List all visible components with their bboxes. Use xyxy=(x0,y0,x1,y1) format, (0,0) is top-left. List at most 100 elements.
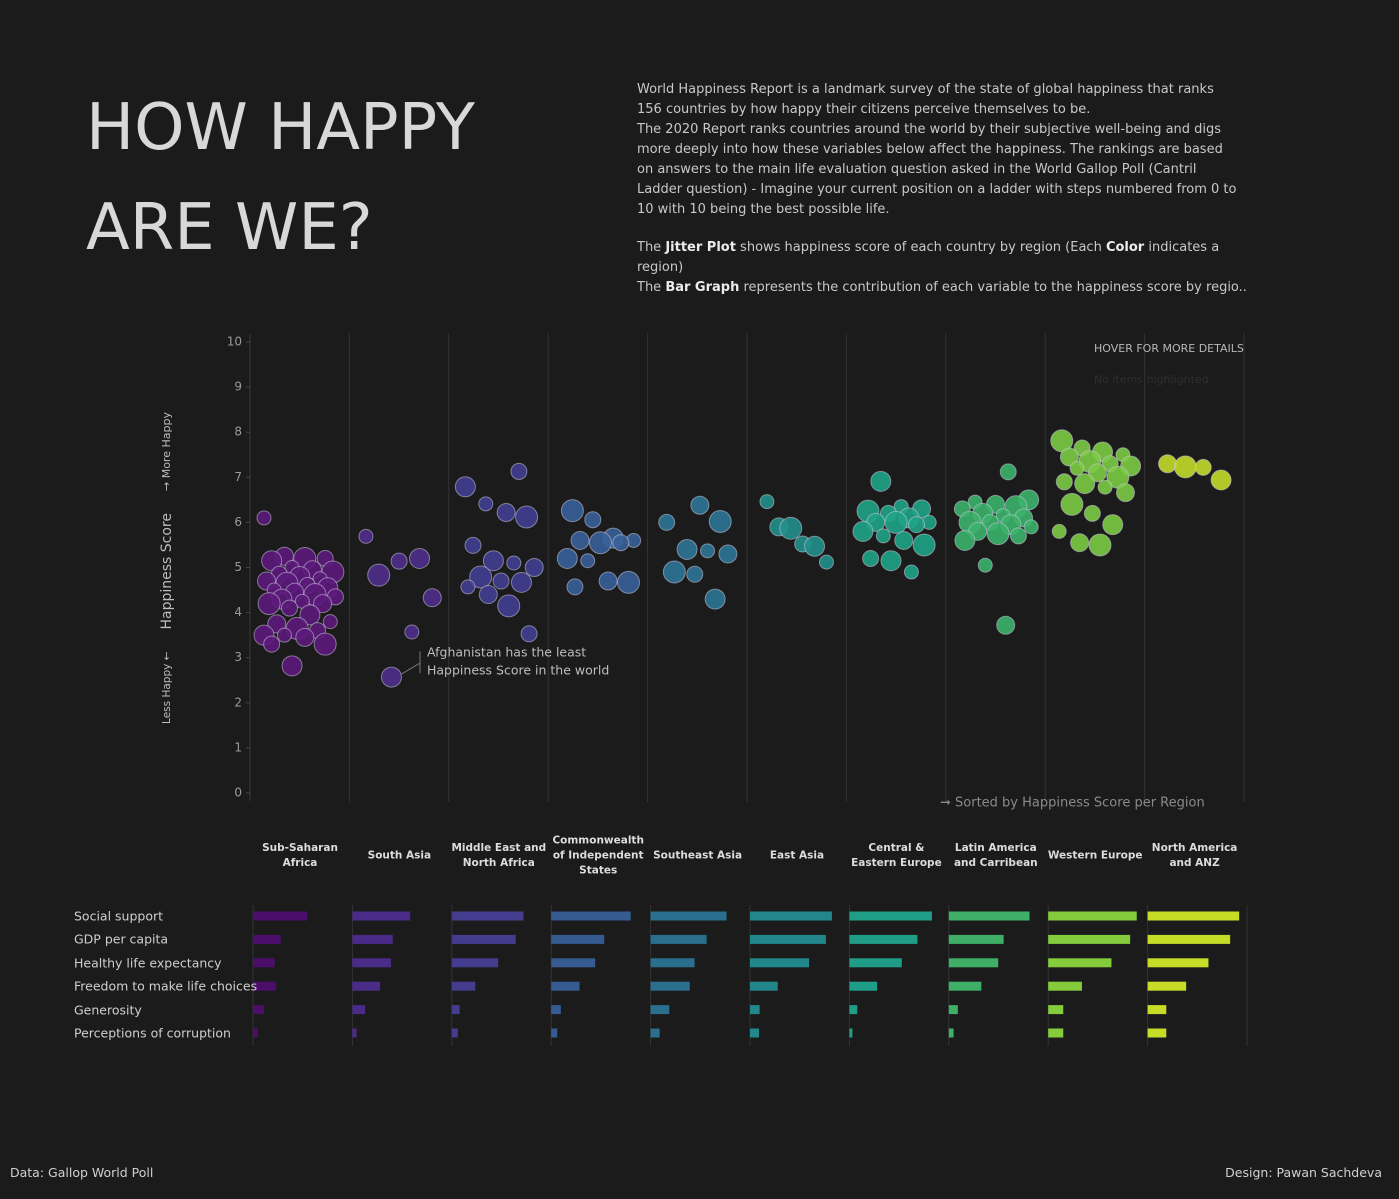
bar xyxy=(1147,958,1209,968)
bar xyxy=(1048,934,1131,944)
bar xyxy=(849,958,902,968)
country-point xyxy=(478,585,498,605)
bar xyxy=(1147,1028,1167,1038)
bar xyxy=(551,1005,561,1015)
region-label: Latin America and Carribean xyxy=(953,842,1038,869)
country-point xyxy=(1055,473,1073,491)
paragraph: The Bar Graph represents the contributio… xyxy=(637,278,1247,298)
paragraph: World Happiness Report is a landmark sur… xyxy=(637,80,1237,120)
bar xyxy=(352,958,391,968)
bar xyxy=(1048,911,1137,921)
region-label: Commonwealth of Independent States xyxy=(552,834,644,877)
points xyxy=(253,429,1232,688)
country-point xyxy=(497,594,521,618)
country-point xyxy=(524,558,544,577)
country-point xyxy=(977,557,993,573)
y-tick-label: 5 xyxy=(234,560,242,574)
paragraph: The 2020 Report ranks countries around t… xyxy=(637,120,1237,220)
country-point xyxy=(390,552,408,570)
y-tick-label: 10 xyxy=(227,335,242,349)
text: The 2020 Report ranks countries around t… xyxy=(637,122,1237,217)
variable-label: GDP per capita xyxy=(74,931,169,947)
text: represents the contribution of each vari… xyxy=(739,280,1247,295)
y-tick-label: 2 xyxy=(234,695,242,709)
country-point xyxy=(313,632,337,656)
country-point xyxy=(566,578,584,596)
country-point xyxy=(281,655,303,677)
country-point xyxy=(875,528,891,544)
country-point xyxy=(1102,514,1124,536)
bar xyxy=(1147,934,1231,944)
country-point xyxy=(870,470,892,492)
y-axis-label-part: Less Happy ← xyxy=(161,651,173,724)
variable-label: Perceptions of corruption xyxy=(74,1025,231,1041)
bar xyxy=(650,1028,660,1038)
country-point xyxy=(496,502,516,522)
country-point xyxy=(276,627,292,643)
country-point xyxy=(469,565,493,589)
bar xyxy=(253,1005,264,1015)
country-point xyxy=(1210,469,1232,491)
text: shows happiness score of each country by… xyxy=(735,240,1106,255)
country-point xyxy=(996,615,1016,635)
bar xyxy=(253,1028,258,1038)
bar xyxy=(750,1005,760,1015)
emphasis: Jitter Plot xyxy=(665,240,736,255)
country-point xyxy=(367,563,391,587)
country-point xyxy=(1060,492,1084,516)
bar xyxy=(849,1028,853,1038)
country-point xyxy=(492,572,510,590)
country-point xyxy=(422,588,442,608)
bar xyxy=(750,911,832,921)
annotation-line xyxy=(401,662,421,675)
bar xyxy=(551,934,605,944)
country-point xyxy=(818,554,834,570)
emphasis: Color xyxy=(1105,240,1145,255)
bar xyxy=(253,981,276,991)
variable-label: Healthy life expectancy xyxy=(74,955,222,971)
bar xyxy=(551,958,596,968)
bar xyxy=(948,1028,954,1038)
bar xyxy=(750,981,778,991)
country-point xyxy=(862,549,880,567)
bar xyxy=(253,911,308,921)
bar xyxy=(650,958,695,968)
text: World Happiness Report is a landmark sur… xyxy=(637,82,1214,117)
bar xyxy=(451,1028,458,1038)
country-point xyxy=(658,513,676,531)
country-point xyxy=(686,565,704,583)
description: World Happiness Report is a landmark sur… xyxy=(637,80,1247,298)
bar xyxy=(352,1028,357,1038)
country-point xyxy=(1116,483,1135,503)
country-point xyxy=(1194,458,1212,476)
variable-label: Social support xyxy=(74,908,164,924)
bar xyxy=(948,934,1004,944)
bar xyxy=(750,934,826,944)
bar xyxy=(650,911,727,921)
bar xyxy=(352,1005,366,1015)
country-point xyxy=(718,544,738,564)
region-label: Central & Eastern Europe xyxy=(851,842,942,869)
title-line: HOW HAPPY xyxy=(86,91,475,165)
country-point xyxy=(690,495,710,515)
country-point xyxy=(1083,504,1101,522)
y-tick-label: 9 xyxy=(234,380,242,394)
region-label: Southeast Asia xyxy=(653,849,743,862)
title: HOW HAPPY ARE WE? xyxy=(86,78,475,278)
country-point xyxy=(1088,533,1112,557)
country-point xyxy=(880,550,902,572)
text: The xyxy=(637,280,666,295)
country-point xyxy=(281,599,298,617)
y-axis-label-part: → More Happy xyxy=(160,412,173,491)
bar xyxy=(1147,981,1187,991)
bar xyxy=(551,981,580,991)
bar xyxy=(352,934,393,944)
country-point xyxy=(852,520,874,542)
text: indicates a region) xyxy=(637,240,1220,275)
bar xyxy=(451,911,524,921)
bar xyxy=(948,911,1030,921)
country-point xyxy=(617,570,640,594)
bar xyxy=(1048,1028,1064,1038)
